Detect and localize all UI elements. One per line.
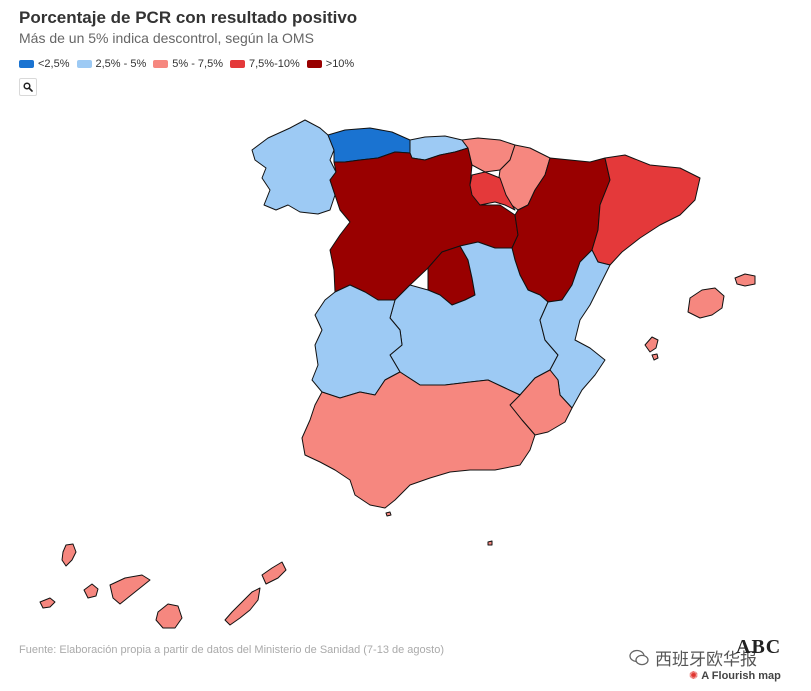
legend-swatch: [230, 60, 245, 68]
legend-item-gt10[interactable]: >10%: [306, 58, 355, 70]
legend-swatch: [306, 60, 322, 68]
map-subtitle: Más de un 5% indica descontrol, según la…: [19, 30, 314, 46]
region-la-rioja[interactable]: [469, 171, 516, 211]
legend-label: 5% - 7,5%: [172, 58, 223, 70]
search-button[interactable]: [19, 78, 37, 96]
wechat-watermark: 西班牙欧华报: [629, 645, 757, 670]
region-islas-baleares-menorca[interactable]: [734, 273, 756, 287]
region-islas-baleares-ibiza[interactable]: [644, 336, 659, 353]
region-galicia[interactable]: [251, 119, 337, 215]
legend-item-lt2-5[interactable]: <2,5%: [19, 58, 70, 70]
region-canarias-fuerteventura[interactable]: [224, 587, 261, 626]
legend-label: >10%: [325, 58, 355, 70]
flourish-credit[interactable]: ✺ A Flourish map: [689, 669, 781, 683]
region-andalucia[interactable]: [301, 371, 536, 509]
legend-item-2-5-to-5[interactable]: 2,5% - 5%: [76, 58, 147, 70]
source-note: Fuente: Elaboración propia a partir de d…: [19, 644, 444, 656]
legend-label: <2,5%: [38, 58, 70, 70]
legend-label: 7,5%-10%: [249, 58, 300, 70]
legend-swatch: [153, 60, 169, 68]
wechat-icon: [629, 649, 649, 665]
region-canarias-la-palma[interactable]: [61, 543, 77, 567]
legend-item-5-to-7-5[interactable]: 5% - 7,5%: [153, 58, 223, 70]
region-islas-baleares[interactable]: [687, 287, 725, 319]
region-canarias-gran-canaria[interactable]: [155, 603, 183, 629]
region-melilla[interactable]: [487, 540, 493, 546]
legend: <2,5% 2,5% - 5% 5% - 7,5% 7,5%-10% >10%: [19, 58, 361, 70]
region-islas-baleares-formentera[interactable]: [651, 353, 659, 361]
region-cataluna[interactable]: [591, 154, 701, 266]
legend-swatch: [76, 60, 92, 68]
region-canarias-lanzarote[interactable]: [261, 561, 287, 585]
region-canarias-la-gomera[interactable]: [83, 583, 99, 599]
flourish-label: A Flourish map: [701, 669, 781, 682]
brand-logo: ABC: [736, 636, 782, 658]
region-ceuta[interactable]: [385, 511, 392, 517]
region-canarias-el-hierro[interactable]: [39, 597, 56, 609]
legend-label: 2,5% - 5%: [95, 58, 147, 70]
flourish-logo-icon: ✺: [689, 670, 699, 682]
map-title: Porcentaje de PCR con resultado positivo: [19, 8, 358, 27]
legend-swatch: [19, 60, 34, 68]
region-canarias-tenerife[interactable]: [109, 574, 151, 605]
legend-item-7-5-to-10[interactable]: 7,5%-10%: [230, 58, 300, 70]
watermark-text: 西班牙欧华报: [655, 650, 757, 669]
search-icon: [23, 82, 33, 92]
